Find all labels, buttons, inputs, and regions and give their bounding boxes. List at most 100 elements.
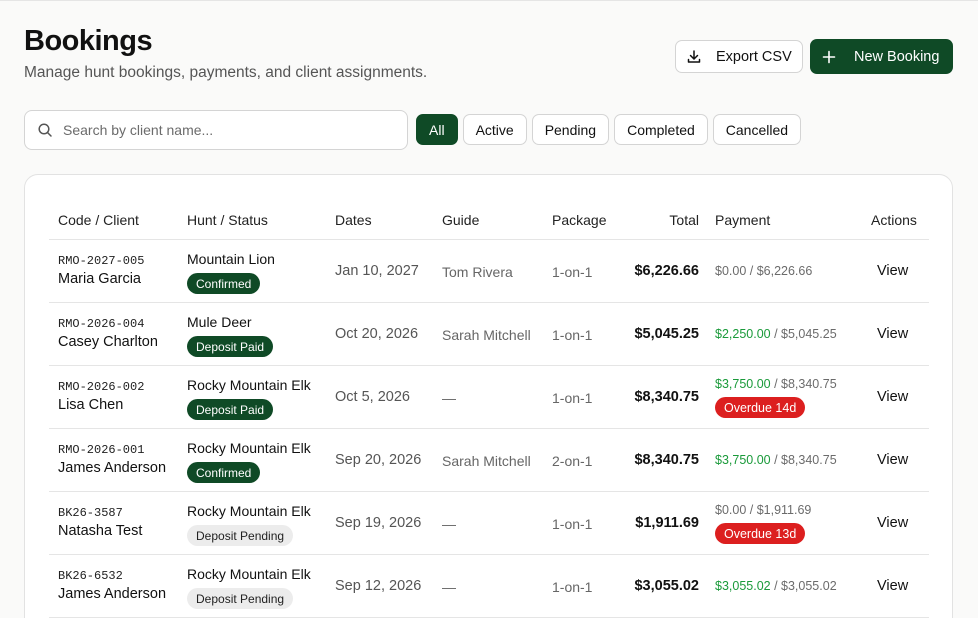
amount-total: $3,055.02 [781,579,837,593]
payment-summary: $3,750.00 / $8,340.75 [715,377,837,391]
export-csv-button[interactable]: Export CSV [675,40,803,73]
page-subtitle: Manage hunt bookings, payments, and clie… [24,64,428,81]
amount-total: $1,911.69 [756,503,812,517]
guide-name: — [442,390,456,406]
payment-separator: / [770,327,782,341]
view-button[interactable]: View [877,452,909,468]
filter-pending[interactable]: Pending [531,114,610,145]
view-button[interactable]: View [877,263,909,279]
booking-code: RMO-2026-001 [58,443,145,457]
filter-cancelled[interactable]: Cancelled [712,114,802,145]
bookings-table: Code / Client Hunt / Status Dates Guide … [24,174,953,618]
booking-dates: Sep 20, 2026 [335,452,422,468]
package-type: 1-on-1 [552,264,593,280]
guide-name: — [442,579,456,595]
package-type: 1-on-1 [552,390,593,406]
export-csv-label: Export CSV [716,48,792,65]
filter-all[interactable]: All [416,114,458,145]
view-button[interactable]: View [877,326,909,342]
col-total[interactable]: Total [669,212,699,228]
booking-code: RMO-2026-002 [58,380,145,394]
table-row[interactable]: RMO-2027-005 Maria Garcia Mountain Lion Con… [49,240,929,303]
search-box[interactable] [24,110,408,150]
client-name: Natasha Test [58,523,143,539]
booking-code: BK26-6532 [58,569,123,583]
hunt-type: Rocky Mountain Elk [187,503,311,519]
payment-summary: $0.00 / $6,226.66 [715,264,812,278]
view-button[interactable]: View [877,389,909,405]
status-badge: Deposit Pending [187,525,294,546]
col-code-client[interactable]: Code / Client [58,212,139,228]
filter-active[interactable]: Active [462,114,527,145]
search-input[interactable] [63,122,383,138]
payment-summary: $2,250.00 / $5,045.25 [715,327,837,341]
download-icon [686,49,702,65]
new-booking-button[interactable]: New Booking [810,39,953,74]
col-actions: Actions [871,212,917,228]
payment-separator: / [746,264,757,278]
hunt-type: Rocky Mountain Elk [187,377,311,393]
hunt-type: Rocky Mountain Elk [187,566,311,582]
package-type: 2-on-1 [552,453,593,469]
client-name: James Anderson [58,460,167,476]
amount-total: $6,226.66 [756,264,813,278]
amount-paid: $0.00 [715,264,747,278]
col-payment[interactable]: Payment [715,212,771,228]
package-type: 1-on-1 [552,516,593,532]
guide-name: Tom Rivera [442,264,513,280]
payment-summary: $3,750.00 / $8,340.75 [715,453,837,467]
package-type: 1-on-1 [552,327,593,343]
booking-code: RMO-2027-005 [58,254,145,268]
col-dates[interactable]: Dates [335,212,372,228]
table-row[interactable]: RMO-2026-004 Casey Charlton Mule Deer Depos… [49,303,929,366]
package-type: 1-on-1 [552,579,593,595]
amount-paid: $2,250.00 [715,327,771,341]
booking-dates: Sep 12, 2026 [335,578,422,594]
payment-summary: $0.00 / $1,911.69 [715,503,811,517]
status-badge: Deposit Paid [187,336,274,357]
hunt-type: Mountain Lion [187,251,275,267]
table-row[interactable]: RMO-2026-001 James Anderson Rocky Mountain… [49,429,929,492]
overdue-badge: Overdue 14d [715,397,806,418]
table-row[interactable]: RMO-2026-002 Lisa Chen Rocky Mountain Elk D… [49,366,929,429]
client-name: Lisa Chen [58,397,124,413]
page-title: Bookings [24,25,153,57]
booking-total: $8,340.75 [634,389,699,405]
client-name: Maria Garcia [58,271,141,287]
table-row[interactable]: BK26-3587 Natasha Test Rocky Mountain Elk D… [49,492,929,555]
booking-total: $3,055.02 [634,578,699,594]
view-button[interactable]: View [877,515,909,531]
amount-total: $5,045.25 [781,327,837,341]
table-row[interactable]: BK26-6532 James Anderson Rocky Mountain El… [49,555,929,618]
col-package[interactable]: Package [552,212,607,228]
amount-paid: $3,055.02 [715,579,771,593]
booking-total: $5,045.25 [634,326,699,342]
amount-paid: $3,750.00 [715,453,771,467]
booking-dates: Sep 19, 2026 [335,515,422,531]
table-header: Code / Client Hunt / Status Dates Guide … [49,201,929,240]
amount-paid: $0.00 [715,503,747,517]
overdue-badge: Overdue 13d [715,523,806,544]
booking-dates: Oct 20, 2026 [335,326,419,342]
booking-code: BK26-3587 [58,506,123,520]
booking-total: $6,226.66 [634,263,699,279]
status-badge: Confirmed [187,273,261,294]
booking-code: RMO-2026-004 [58,317,145,331]
col-guide[interactable]: Guide [442,212,480,228]
payment-separator: / [770,579,782,593]
booking-total: $8,340.75 [634,452,699,468]
search-icon [37,122,53,138]
status-filters: All Active Pending Completed Cancelled [416,114,802,145]
payment-summary: $3,055.02 / $3,055.02 [715,579,837,593]
payment-separator: / [770,453,782,467]
client-name: James Anderson [58,586,167,602]
filter-completed[interactable]: Completed [614,114,708,145]
col-hunt-status[interactable]: Hunt / Status [187,212,268,228]
hunt-type: Rocky Mountain Elk [187,440,311,456]
new-booking-label: New Booking [854,48,940,65]
booking-total: $1,911.69 [635,515,699,531]
client-name: Casey Charlton [58,334,158,350]
booking-dates: Oct 5, 2026 [335,389,410,405]
view-button[interactable]: View [877,578,909,594]
status-badge: Deposit Paid [187,399,274,420]
